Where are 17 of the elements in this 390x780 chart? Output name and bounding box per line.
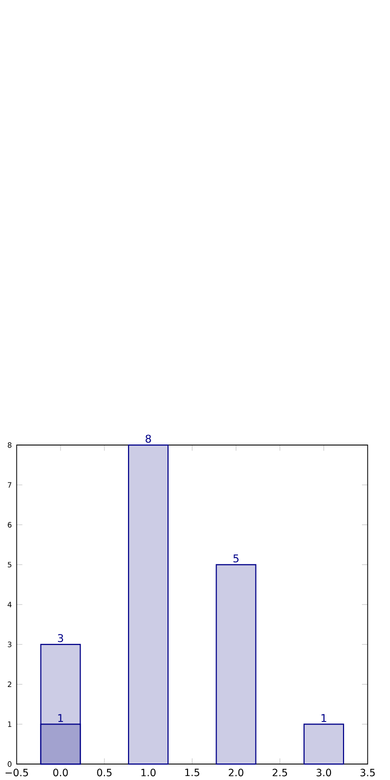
x-tick-label: 2.5 bbox=[272, 768, 287, 776]
x-tick-label: 1.5 bbox=[185, 768, 200, 776]
x-tick-label: 3.5 bbox=[360, 768, 375, 776]
x-tick-label: 0.0 bbox=[53, 768, 68, 776]
x-tick-label: 3.0 bbox=[316, 768, 332, 776]
data-label: 5 bbox=[233, 554, 239, 562]
data-label: 8 bbox=[146, 434, 151, 443]
data-label: 3 bbox=[58, 634, 64, 642]
data-label: 1 bbox=[58, 714, 63, 722]
bar bbox=[216, 564, 256, 765]
x-tick-label: 2.0 bbox=[228, 768, 244, 776]
bar bbox=[304, 724, 344, 765]
x-tick-label: −0.5 bbox=[6, 768, 28, 776]
x-tick-label: 0.5 bbox=[97, 768, 112, 776]
data-label: 1 bbox=[322, 714, 326, 722]
bar bbox=[128, 444, 169, 765]
x-tick-label: 1.0 bbox=[141, 768, 156, 776]
